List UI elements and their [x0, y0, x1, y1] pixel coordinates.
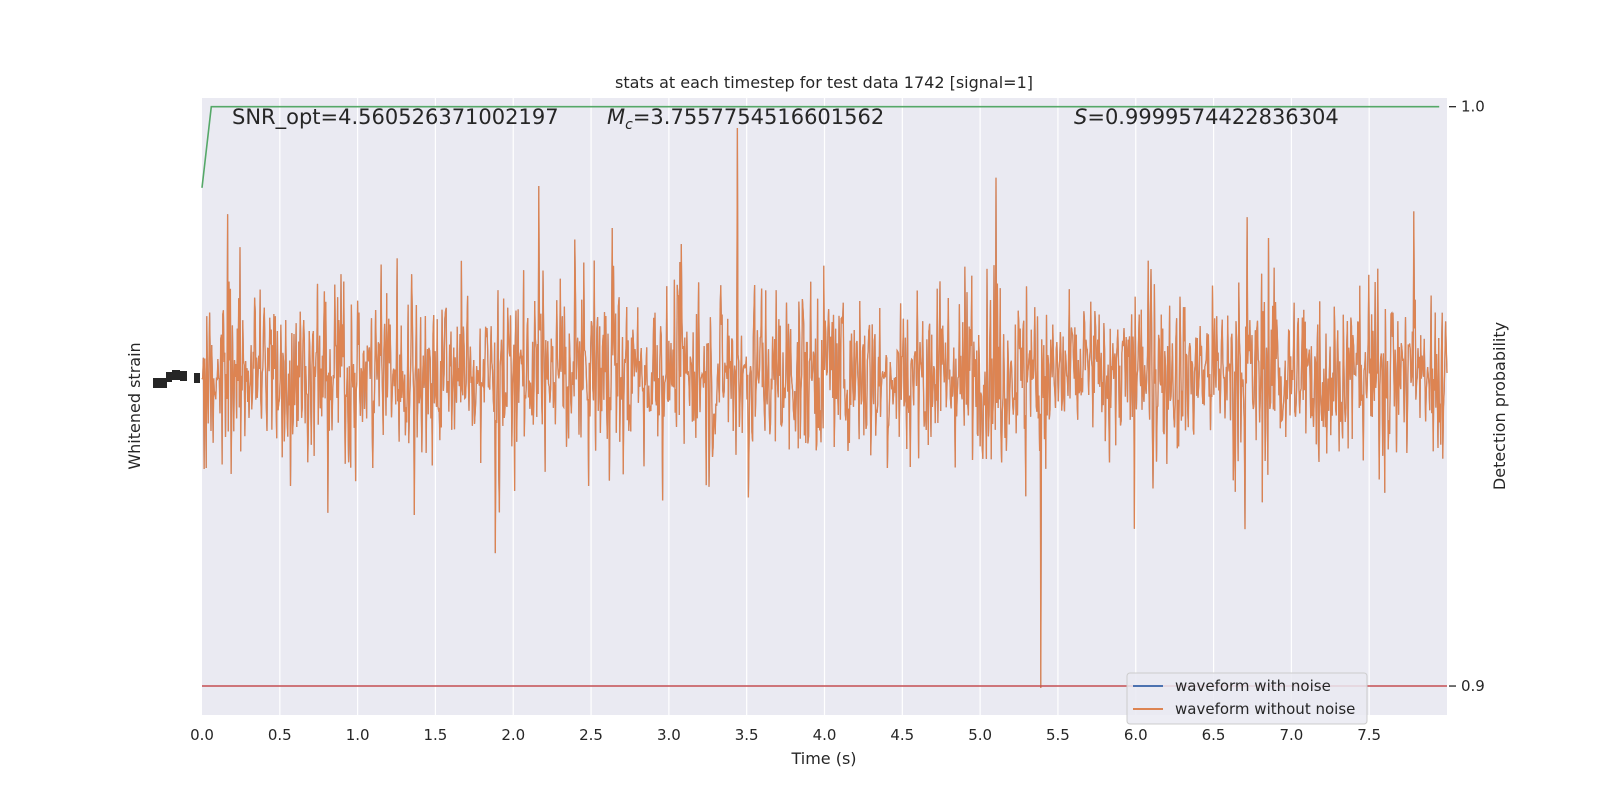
x-tick-label: 2.0 [501, 726, 525, 744]
x-tick-label: 3.0 [657, 726, 681, 744]
right-y-axis-ticks: 0.9 1.0 [1449, 98, 1485, 695]
x-tick-label: 1.5 [424, 726, 448, 744]
legend-label-without-noise: waveform without noise [1175, 700, 1355, 718]
left-y-tick-mark [166, 372, 172, 382]
mc-symbol: M [607, 105, 625, 129]
legend: waveform with noise waveform without noi… [1126, 672, 1368, 725]
s-symbol: S [1074, 105, 1087, 129]
legend-label-with-noise: waveform with noise [1175, 677, 1331, 695]
x-tick-label: 2.5 [579, 726, 603, 744]
s-annotation: S=0.9999574422836304 [1074, 105, 1339, 129]
s-value: =0.9999574422836304 [1087, 105, 1338, 129]
mc-value: =3.7557754516601562 [633, 105, 884, 129]
x-axis-label: Time (s) [790, 749, 856, 768]
left-y-tick-mark [153, 378, 167, 388]
chart-title: stats at each timestep for test data 174… [615, 73, 1033, 92]
left-y-axis-ticks [153, 370, 200, 388]
x-tick-label: 0.0 [190, 726, 214, 744]
x-tick-label: 7.0 [1279, 726, 1303, 744]
right-y-axis-label: Detection probability [1490, 322, 1509, 490]
detection-probability-line [201, 105, 1440, 188]
left-y-tick-mark [172, 370, 180, 380]
x-tick-label: 5.0 [968, 726, 992, 744]
series-line-without-noise [201, 127, 1448, 689]
x-tick-label: 5.5 [1046, 726, 1070, 744]
snr-annotation: SNR_opt=4.560526371002197 [232, 105, 559, 130]
mc-subscript: c [625, 117, 633, 133]
left-y-axis-label: Whitened strain [125, 342, 144, 469]
x-tick-label: 1.0 [346, 726, 370, 744]
mc-annotation: Mc=3.7557754516601562 [607, 105, 884, 133]
x-tick-label: 0.5 [268, 726, 292, 744]
left-y-tick-mark [180, 371, 187, 381]
x-tick-label: 6.0 [1124, 726, 1148, 744]
legend-box [1126, 672, 1368, 725]
x-tick-label: 4.0 [813, 726, 837, 744]
x-tick-label: 7.5 [1357, 726, 1381, 744]
x-tick-label: 4.5 [890, 726, 914, 744]
right-y-tick-label: 0.9 [1461, 677, 1485, 695]
left-y-tick-mark [194, 373, 200, 383]
x-tick-label: 6.5 [1202, 726, 1226, 744]
x-tick-label: 3.5 [735, 726, 759, 744]
right-y-tick-label: 1.0 [1461, 98, 1485, 116]
x-axis-ticks: 0.0 0.5 1.0 1.5 2.0 2.5 3.0 3.5 4.0 4.5 5.0 5.5 6.0 6… [190, 726, 1381, 744]
